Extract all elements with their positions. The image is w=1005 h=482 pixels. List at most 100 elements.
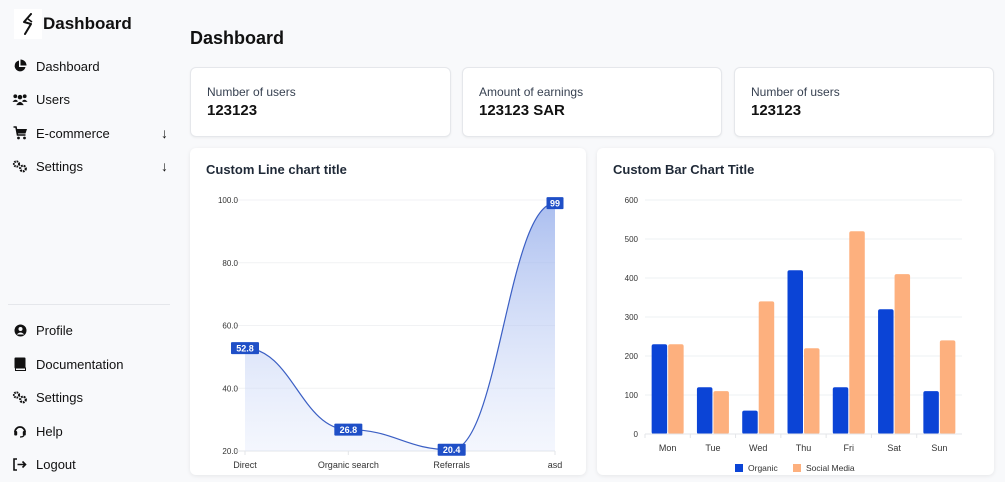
stat-value: 123123 SAR bbox=[479, 102, 565, 119]
y-tick-label: 20.0 bbox=[222, 447, 238, 456]
series-line bbox=[244, 202, 556, 451]
legend-swatch-organic bbox=[735, 464, 743, 472]
y-tick-label: 80.0 bbox=[222, 259, 238, 268]
x-tick-label: Referrals bbox=[433, 460, 470, 470]
gears-icon bbox=[12, 389, 28, 405]
sidebar-item-label: Users bbox=[36, 91, 70, 107]
sidebar-item-e-commerce[interactable]: E-commerce ↓ bbox=[12, 120, 172, 146]
bolt-logo-icon bbox=[14, 9, 42, 39]
y-tick-label: 100 bbox=[625, 391, 639, 400]
data-label-bg bbox=[546, 197, 564, 210]
bar-chart: 0 100 200 300 400 500 600 Mon Tue Wed Thu Fri Sat Sun… bbox=[625, 196, 962, 473]
sidebar-item-settings[interactable]: Settings ↓ bbox=[12, 153, 172, 179]
y-tick-label: 600 bbox=[625, 196, 639, 205]
sidebar-item-label: E-commerce bbox=[36, 125, 110, 141]
bar-social-media bbox=[758, 301, 775, 434]
sidebar-item-profile[interactable]: Profile bbox=[12, 317, 172, 343]
bar-social-media bbox=[939, 340, 956, 434]
y-tick-label: 500 bbox=[625, 235, 639, 244]
y-tick-label: 200 bbox=[625, 352, 639, 361]
x-tick-label: Mon bbox=[659, 443, 677, 453]
main-content: Dashboard Number of users 123123 Amount … bbox=[180, 0, 1005, 482]
sidebar-item-label: Logout bbox=[36, 456, 76, 472]
bar-social-media bbox=[804, 348, 820, 434]
legend-swatch-social-media bbox=[793, 464, 801, 472]
bar-social-media bbox=[713, 391, 729, 434]
line-chart: 20.0 40.0 60.0 80.0 100.0 Direct Organic searc… bbox=[218, 196, 564, 470]
sidebar-item-dashboard[interactable]: Dashboard bbox=[12, 53, 172, 79]
legend-label: Social Media bbox=[806, 463, 855, 473]
sidebar-item-label: Dashboard bbox=[36, 58, 100, 74]
sidebar-item-settings-bottom[interactable]: Settings bbox=[12, 384, 172, 410]
sidebar-item-label: Documentation bbox=[36, 356, 124, 372]
sidebar-item-label: Settings bbox=[36, 158, 83, 174]
user-circle-icon bbox=[12, 322, 28, 338]
x-tick-label: Direct bbox=[233, 460, 257, 470]
bar-social-media bbox=[668, 344, 684, 434]
area-fill bbox=[245, 203, 555, 451]
line-chart-card: Custom Line chart title 20.0 40.0 60.0 80.0… bbox=[190, 148, 586, 475]
sidebar-item-help[interactable]: Help bbox=[12, 418, 172, 444]
bar-organic bbox=[651, 344, 668, 434]
sidebar-divider bbox=[8, 304, 170, 305]
bar-chart-card: Custom Bar Chart Title 0 100 200 300 400 500 6… bbox=[597, 148, 994, 475]
y-tick-label: 0 bbox=[634, 430, 639, 439]
sidebar-item-logout[interactable]: Logout bbox=[12, 451, 172, 477]
y-tick-label: 40.0 bbox=[222, 384, 238, 393]
bar-organic bbox=[742, 410, 758, 434]
brand[interactable]: Dashboard bbox=[14, 8, 132, 40]
headset-icon bbox=[12, 423, 28, 439]
users-icon bbox=[12, 91, 28, 107]
x-tick-label: Fri bbox=[844, 443, 855, 453]
stat-value: 123123 bbox=[207, 102, 258, 119]
stat-label: Amount of earnings bbox=[479, 85, 584, 99]
sidebar-item-label: Help bbox=[36, 423, 63, 439]
bar-organic bbox=[787, 270, 803, 434]
data-label-bg bbox=[334, 423, 363, 436]
chevron-down-icon[interactable]: ↓ bbox=[161, 125, 168, 141]
sidebar-item-label: Profile bbox=[36, 322, 73, 338]
data-label-bg bbox=[231, 342, 259, 355]
book-icon bbox=[12, 356, 28, 372]
x-tick-label: Wed bbox=[749, 443, 767, 453]
y-tick-label: 400 bbox=[625, 274, 639, 283]
y-tick-label: 60.0 bbox=[222, 322, 238, 331]
legend-label: Organic bbox=[748, 463, 779, 473]
chart-pie-icon bbox=[12, 58, 28, 74]
brand-title: Dashboard bbox=[43, 14, 132, 33]
gears-icon bbox=[12, 158, 28, 174]
bar-organic bbox=[878, 309, 894, 434]
x-tick-label: asd bbox=[548, 460, 563, 470]
data-label: 52.8 bbox=[236, 344, 254, 354]
bar-social-media bbox=[849, 231, 865, 434]
sidebar: Dashboard Dashboard Users E-commerce ↓ S… bbox=[0, 0, 180, 482]
stat-label: Number of users bbox=[207, 85, 296, 99]
cart-icon bbox=[12, 125, 28, 141]
data-label: 99 bbox=[550, 199, 560, 209]
stat-value: 123123 bbox=[751, 102, 802, 119]
page-title: Dashboard bbox=[190, 28, 285, 48]
sidebar-item-label: Settings bbox=[36, 389, 83, 405]
stat-label: Number of users bbox=[751, 85, 840, 99]
x-tick-label: Thu bbox=[796, 443, 812, 453]
stat-card-earnings: Amount of earnings 123123 SAR bbox=[462, 67, 722, 137]
stat-card-users: Number of users 123123 bbox=[190, 67, 451, 137]
sidebar-item-users[interactable]: Users bbox=[12, 86, 172, 112]
sidebar-item-documentation[interactable]: Documentation bbox=[12, 351, 172, 377]
x-tick-label: Sat bbox=[887, 443, 901, 453]
x-tick-label: Tue bbox=[705, 443, 720, 453]
stat-card-users-2: Number of users 123123 bbox=[734, 67, 994, 137]
line-chart-title: Custom Line chart title bbox=[206, 162, 347, 177]
chevron-down-icon[interactable]: ↓ bbox=[161, 158, 168, 174]
bar-organic bbox=[696, 387, 713, 434]
y-tick-label: 100.0 bbox=[218, 196, 239, 205]
bar-chart-title: Custom Bar Chart Title bbox=[613, 162, 755, 177]
data-label: 26.8 bbox=[340, 425, 358, 435]
bar-social-media bbox=[894, 274, 911, 434]
x-tick-label: Organic search bbox=[318, 460, 379, 470]
bar-organic bbox=[923, 391, 939, 434]
bar-organic bbox=[832, 387, 849, 434]
y-tick-label: 300 bbox=[625, 313, 639, 322]
x-tick-label: Sun bbox=[931, 443, 947, 453]
data-label: 20.4 bbox=[443, 445, 461, 455]
